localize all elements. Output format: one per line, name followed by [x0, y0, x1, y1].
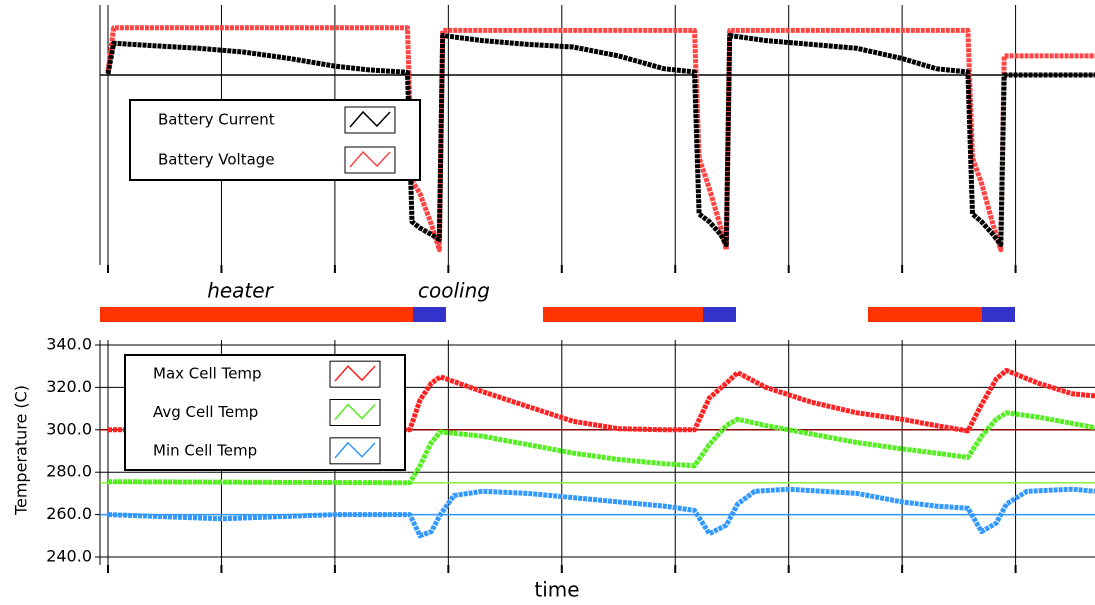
legend-label: Max Cell Temp — [153, 365, 262, 383]
annotation: cooling — [418, 279, 490, 303]
y-tick-label: 260.0 — [46, 504, 92, 523]
x-axis-label: time — [534, 578, 579, 602]
legend-label: Battery Voltage — [158, 151, 275, 169]
series-line — [105, 33, 1095, 248]
y-axis-label: Temperature (C) — [12, 385, 31, 516]
series-line — [108, 367, 1095, 434]
legend-swatch — [349, 150, 391, 168]
cooling-bar — [703, 307, 736, 322]
y-tick-label: 280.0 — [46, 462, 92, 481]
legend-label: Battery Current — [158, 111, 275, 129]
legend-swatch-box — [344, 106, 396, 134]
y-tick-label: 320.0 — [46, 377, 92, 396]
annotation: heater — [207, 279, 274, 303]
legend-swatch — [334, 365, 376, 382]
legend-label: Min Cell Temp — [153, 441, 257, 459]
cooling-bar — [982, 307, 1015, 322]
cooling-bar — [413, 307, 446, 322]
legend-swatch — [334, 403, 376, 420]
legend-label: Avg Cell Temp — [153, 403, 258, 421]
y-tick-label: 300.0 — [46, 419, 92, 438]
heater-bar — [100, 307, 413, 322]
heater-bar — [868, 307, 982, 322]
series-line — [107, 410, 1095, 486]
y-tick-label: 340.0 — [46, 335, 92, 354]
heater-bar — [543, 307, 703, 322]
legend-swatch — [349, 110, 391, 128]
y-tick-label: 240.0 — [46, 547, 92, 566]
series-line — [107, 486, 1095, 539]
legend-swatch — [334, 441, 376, 459]
